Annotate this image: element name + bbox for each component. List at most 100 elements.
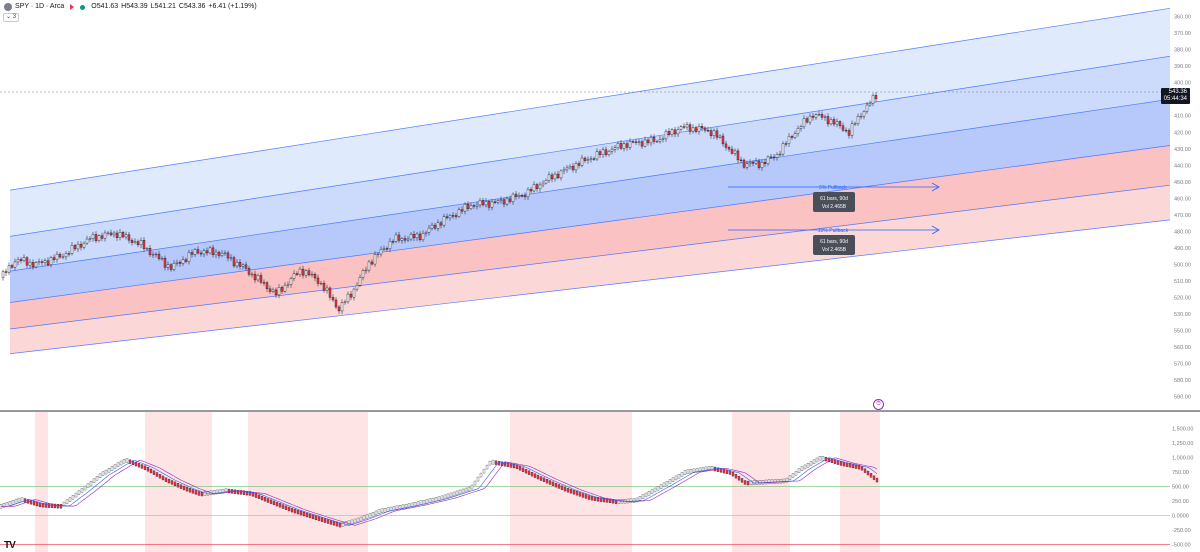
clock-alert-icon[interactable]: ⏱ bbox=[873, 399, 884, 410]
tradingview-logo-icon[interactable]: TV bbox=[4, 540, 16, 551]
candle-body bbox=[358, 277, 362, 286]
symbol-title[interactable]: SPY · 1D · Arca bbox=[15, 3, 65, 10]
osc-bar bbox=[71, 495, 75, 500]
candle-body bbox=[61, 256, 65, 258]
osc-bar bbox=[182, 485, 186, 491]
candle-body bbox=[421, 233, 425, 240]
osc-bar bbox=[275, 501, 279, 507]
osc-bar bbox=[50, 503, 54, 508]
osc-bar bbox=[107, 468, 111, 473]
candle-body bbox=[280, 287, 284, 292]
candle-body bbox=[124, 234, 128, 238]
price-tick-label: 580.00 bbox=[1174, 378, 1191, 384]
pullback-annotation[interactable]: 5% Pullback 61 bars, 90d Vol 2.465B bbox=[728, 182, 940, 212]
candle-body bbox=[229, 257, 233, 259]
candle-body bbox=[349, 293, 353, 298]
candle-body bbox=[118, 232, 122, 238]
oscillator-axis[interactable]: 1,500.00 1,250.00 1,000.00 750.00 500.00 250.… bbox=[1172, 412, 1200, 552]
candle-body bbox=[511, 193, 515, 202]
osc-bar bbox=[527, 470, 531, 475]
candle-body bbox=[763, 162, 767, 164]
osc-tick-label: 250.00 bbox=[1172, 499, 1189, 505]
candle-body bbox=[286, 284, 290, 286]
osc-bar bbox=[587, 495, 591, 500]
candle-body bbox=[397, 234, 401, 241]
osc-bar bbox=[779, 478, 783, 484]
osc-bar bbox=[185, 487, 189, 492]
price-tick-label: 490.00 bbox=[1174, 246, 1191, 252]
candle-body bbox=[313, 273, 317, 279]
candle-body bbox=[334, 299, 338, 308]
osc-bar bbox=[110, 466, 114, 471]
osc-tick-label: 750.00 bbox=[1172, 470, 1189, 476]
candle-body bbox=[322, 282, 326, 291]
candle-body bbox=[556, 173, 560, 179]
pullback-info-box bbox=[813, 192, 855, 212]
osc-bar bbox=[869, 473, 873, 478]
osc-bar bbox=[158, 474, 162, 479]
osc-bar bbox=[119, 460, 123, 466]
candle-body bbox=[502, 199, 506, 205]
candle-body bbox=[595, 151, 599, 160]
candle-body bbox=[7, 265, 11, 273]
osc-bar bbox=[470, 484, 474, 490]
osc-bar bbox=[410, 502, 414, 508]
candle-body bbox=[814, 114, 818, 118]
osc-bar bbox=[857, 464, 861, 470]
osc-bar bbox=[134, 461, 138, 467]
candle-body bbox=[106, 232, 110, 234]
candle-body bbox=[577, 163, 581, 166]
osc-bar bbox=[818, 456, 822, 461]
candle-body bbox=[94, 234, 98, 241]
osc-bar bbox=[35, 501, 39, 507]
candle-body bbox=[352, 288, 356, 298]
osc-bar bbox=[392, 506, 396, 511]
candle-body bbox=[742, 159, 746, 168]
candle-body bbox=[304, 270, 308, 276]
candle-body bbox=[121, 232, 125, 238]
candle-body bbox=[544, 180, 548, 184]
osc-bar bbox=[368, 513, 372, 518]
osc-bar bbox=[167, 478, 171, 484]
candle-body bbox=[151, 254, 155, 256]
price-tick-label: 410.00 bbox=[1174, 114, 1191, 120]
symbol-legend[interactable]: SPY · 1D · Arca O541.63 H543.39 L541.21 … bbox=[4, 2, 257, 12]
oscillator-chart[interactable]: 1,500.00 1,250.00 1,000.00 750.00 500.00 250.… bbox=[0, 412, 1200, 552]
candle-body bbox=[523, 195, 527, 198]
candle-body bbox=[112, 232, 116, 236]
channel-line bbox=[9, 7, 1171, 191]
osc-bar bbox=[695, 468, 699, 473]
candle-body bbox=[163, 258, 167, 268]
channel-band bbox=[10, 8, 1170, 237]
candle-body bbox=[490, 201, 494, 208]
osc-bar bbox=[239, 490, 243, 495]
candle-body bbox=[193, 249, 197, 255]
osc-bar bbox=[572, 490, 576, 495]
last-price-value: 543.36 bbox=[1168, 89, 1187, 95]
price-tick-label: 510.00 bbox=[1174, 279, 1191, 285]
candle-body bbox=[574, 163, 578, 171]
osc-bar bbox=[98, 473, 102, 479]
osc-bar bbox=[56, 503, 60, 509]
candle-body bbox=[46, 260, 50, 266]
osc-bar bbox=[539, 476, 543, 481]
candle-body bbox=[274, 289, 278, 296]
pullback-annotation[interactable]: 10% Pullback 61 bars, 90d Vol 2.465B bbox=[728, 225, 940, 255]
osc-bar bbox=[323, 518, 327, 523]
candle-body bbox=[586, 159, 590, 161]
candle-body bbox=[154, 253, 158, 256]
osc-slow-line bbox=[1, 457, 878, 526]
price-axis[interactable]: 590.00 580.00 570.00 560.00 550.00 530.00 520.… bbox=[1172, 0, 1200, 410]
osc-bar bbox=[839, 461, 843, 466]
price-tick-label: 460.00 bbox=[1174, 196, 1191, 202]
osc-bar bbox=[116, 462, 120, 467]
candle-body bbox=[769, 156, 773, 158]
candle-body bbox=[172, 263, 176, 270]
pane-divider[interactable] bbox=[0, 410, 1200, 412]
candle-body bbox=[652, 137, 656, 142]
candle-body bbox=[238, 262, 242, 267]
collapse-indicators-button[interactable]: ⌄ 3 bbox=[3, 13, 20, 22]
osc-bar bbox=[842, 461, 846, 467]
